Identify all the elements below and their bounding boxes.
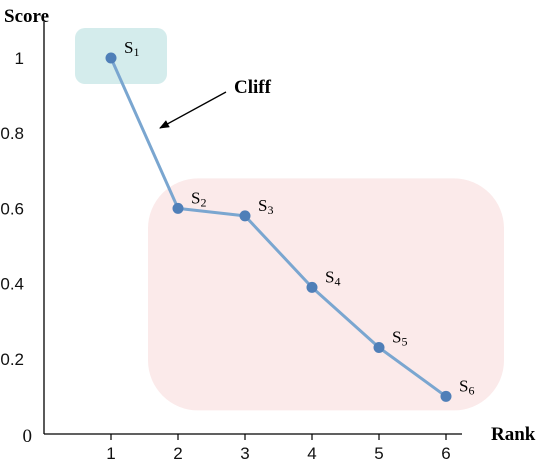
top-highlight-region [75,28,167,84]
point-label-s6: S6 [459,376,474,397]
cliff-arrow [159,91,227,129]
x-axis-title: Rank [491,424,536,445]
point-label-s3: S3 [258,196,273,217]
x-tick-label: 5 [374,444,383,460]
data-point-s5 [373,342,385,354]
x-tick-label: 3 [240,444,249,460]
point-label-s5: S5 [392,328,407,349]
data-point-s6 [440,390,452,402]
data-point-s4 [306,281,318,293]
y-tick-label: 1 [15,49,24,68]
x-tick-label: 6 [441,444,450,460]
y-tick-label: 0.6 [0,199,24,218]
y-axis-title: Score [4,6,49,27]
data-point-s2 [172,202,184,214]
point-label-s1: S1 [124,38,139,59]
y-tick-label: 0.2 [0,350,24,369]
point-label-s4: S4 [325,267,340,288]
score-line [109,57,447,398]
y-tick-label: 0.4 [0,275,24,294]
x-tick-label: 2 [173,444,182,460]
x-tick-label: 1 [106,444,115,460]
data-point-s3 [239,210,251,222]
y-tick-label: 0.8 [0,124,24,143]
cliff-annotation: Cliff [234,77,272,98]
y-tick-label: 0 [23,426,33,447]
x-tick-label: 4 [307,444,316,460]
tail-highlight-region [148,178,504,411]
point-label-s2: S2 [191,188,206,209]
data-point-s1 [105,52,117,64]
